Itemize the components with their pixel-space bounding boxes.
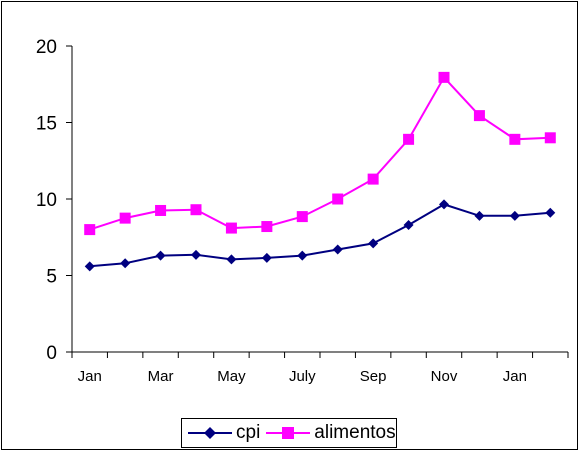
data-point-cpi [191,249,201,260]
data-point-alimentos [438,71,450,83]
data-point-cpi [120,258,131,269]
x-tick-label: Nov [431,368,458,385]
data-point-cpi [332,244,343,255]
y-tick-label: 10 [36,190,57,211]
data-point-alimentos [367,173,379,185]
series-line-cpi [89,203,551,268]
y-tick-label: 0 [46,343,57,364]
legend-label-alimentos: alimentos [314,422,396,443]
y-tick-label: 20 [36,37,57,58]
data-point-alimentos [403,133,415,145]
data-point-alimentos [509,133,521,145]
x-tick-label: May [217,368,246,385]
data-point-cpi [403,220,414,231]
data-point-cpi [368,238,379,249]
data-point-alimentos [84,224,96,236]
legend-label-cpi: cpi [236,422,261,443]
x-tick-label: Jan [503,368,527,385]
data-point-cpi [545,207,556,218]
legend-swatch-cpi [188,427,232,439]
x-tick-label: Jan [78,368,102,385]
data-point-cpi [155,250,166,261]
data-point-alimentos [190,204,202,216]
data-point-alimentos [296,211,308,223]
data-point-cpi [439,199,449,210]
legend-item-cpi: cpi [188,422,260,444]
data-point-alimentos [119,212,131,224]
x-tick-label: Mar [148,368,174,385]
data-point-cpi [509,210,520,221]
data-point-alimentos [544,132,556,144]
data-point-alimentos [225,222,237,234]
legend-item-alimentos: alimentos [266,422,396,444]
data-point-cpi [261,252,272,263]
series-line-alimentos [89,75,551,231]
data-point-alimentos [473,110,485,122]
x-tick-label: July [289,368,316,385]
x-tick-label: Sep [360,368,387,385]
legend-swatch-alimentos [266,427,311,439]
data-point-cpi [474,210,485,221]
legend: cpi alimentos [181,418,397,448]
data-point-cpi [226,254,237,265]
y-tick-label: 15 [36,114,57,135]
data-point-cpi [84,261,95,272]
data-point-alimentos [332,193,344,205]
data-point-alimentos [261,221,273,233]
data-point-alimentos [155,204,167,216]
data-point-cpi [297,250,308,261]
y-tick-label: 5 [46,267,57,288]
